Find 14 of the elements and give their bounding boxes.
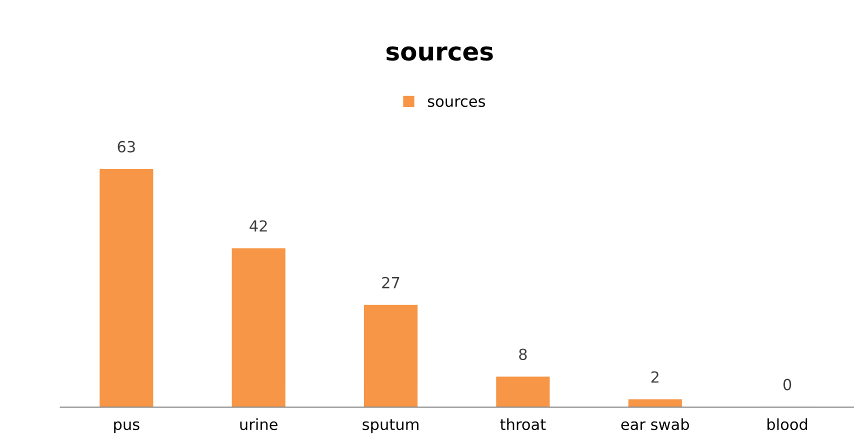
x-tick-label: sputum	[362, 419, 418, 434]
chart-title: sources	[386, 46, 493, 61]
x-tick-label: pus	[114, 421, 140, 434]
data-label: 0	[783, 378, 792, 390]
legend-label: sources	[428, 98, 486, 108]
x-tick-label: ear swab	[621, 418, 689, 430]
x-tick-label: throat	[500, 418, 546, 430]
data-label: 27	[382, 276, 400, 288]
data-label: 2	[651, 371, 658, 383]
data-label: 42	[250, 220, 267, 232]
x-tick-label: blood	[768, 418, 808, 430]
data-label: 63	[118, 140, 135, 152]
data-label: 8	[519, 348, 527, 360]
x-tick-label: urine	[240, 418, 278, 430]
